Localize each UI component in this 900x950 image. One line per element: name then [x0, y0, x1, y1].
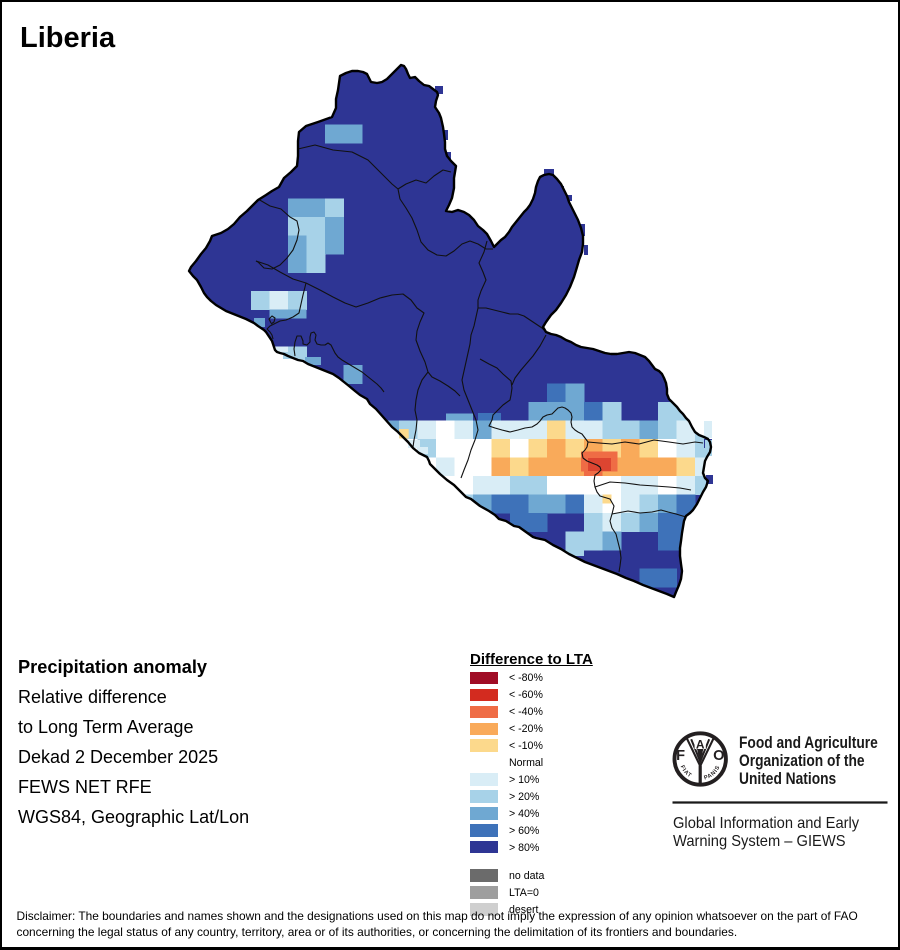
svg-text:A: A	[696, 738, 705, 752]
svg-text:F: F	[676, 748, 685, 764]
svg-text:O: O	[713, 748, 724, 764]
